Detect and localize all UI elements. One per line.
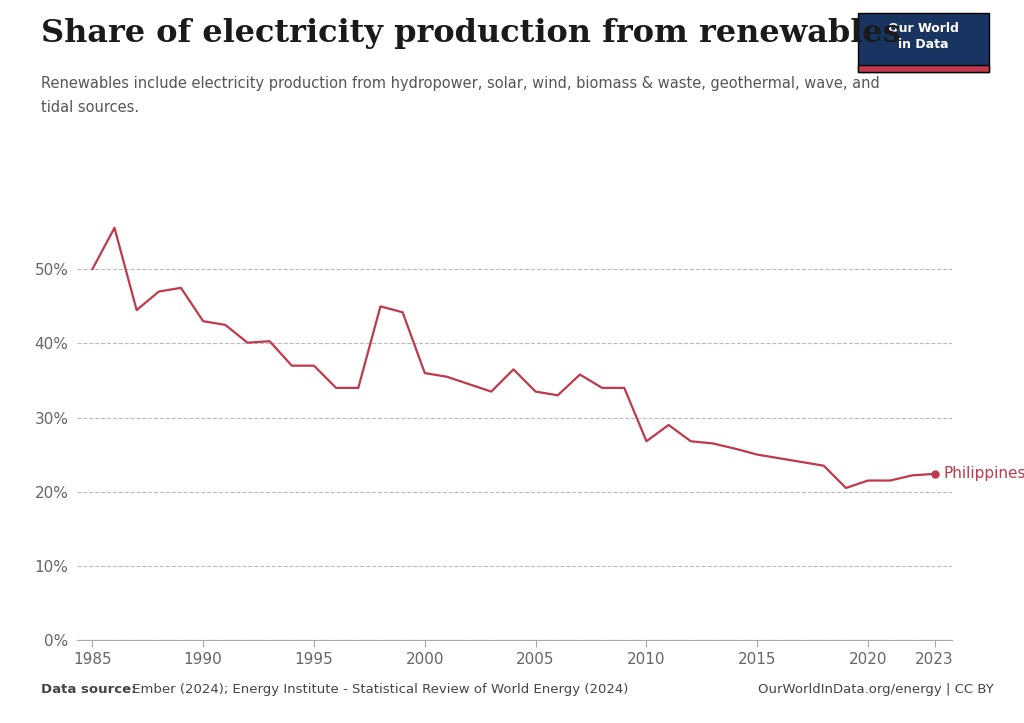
Text: Philippines: Philippines [943, 466, 1024, 482]
FancyBboxPatch shape [858, 64, 989, 72]
Text: tidal sources.: tidal sources. [41, 100, 139, 115]
Text: Renewables include electricity production from hydropower, solar, wind, biomass : Renewables include electricity productio… [41, 76, 880, 91]
Text: Our World
in Data: Our World in Data [888, 22, 959, 51]
Text: Ember (2024); Energy Institute - Statistical Review of World Energy (2024): Ember (2024); Energy Institute - Statist… [128, 683, 629, 696]
Text: OurWorldInData.org/energy | CC BY: OurWorldInData.org/energy | CC BY [758, 683, 993, 696]
Text: Data source:: Data source: [41, 683, 136, 696]
FancyBboxPatch shape [858, 13, 989, 72]
Text: Share of electricity production from renewables: Share of electricity production from ren… [41, 18, 901, 49]
